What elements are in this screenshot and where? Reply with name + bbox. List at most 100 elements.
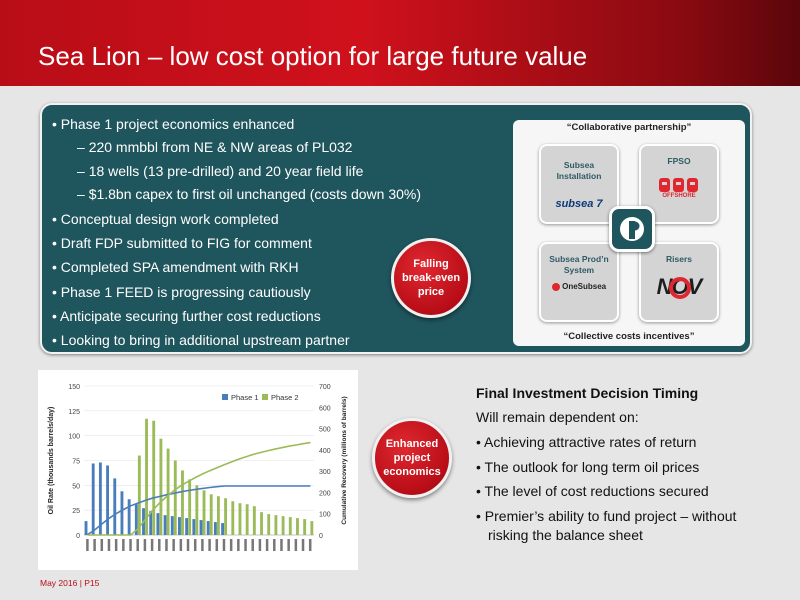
y-tick-label: 75	[72, 459, 80, 466]
nov-red-ring-icon	[669, 277, 691, 299]
bar-phase-2	[281, 516, 285, 535]
bar-phase-2	[224, 498, 228, 535]
bar-phase-1	[149, 511, 153, 535]
production-chart-svg: 0 25 50 75 100 125 150 0 100 200 300 400 500 600 700 Oi…	[48, 384, 348, 551]
x-tick-label	[165, 539, 168, 551]
slide-title: Sea Lion – low cost option for large fut…	[38, 41, 588, 71]
bar-phase-1	[178, 517, 181, 535]
x-tick-label	[107, 539, 111, 551]
bullet-marker: •	[476, 459, 485, 475]
falling-break-even-label: Falling break-even price	[401, 258, 461, 298]
partnership-panel: “Collaborative partnership” “Collective …	[513, 120, 745, 346]
y-tick-label: 150	[68, 384, 80, 391]
bullet-item: • Anticipate securing further cost reduc…	[52, 308, 321, 324]
bar-phase-2	[137, 455, 141, 535]
x-tick-label	[158, 539, 161, 551]
x-tick-label	[122, 539, 125, 551]
bar-phase-1	[127, 499, 131, 535]
fid-heading: Final Investment Decision Timing	[476, 385, 699, 401]
enhanced-economics-badge: Enhanced project economics	[372, 418, 452, 498]
x-tick-label	[265, 539, 269, 551]
x-tick-label	[208, 539, 211, 551]
line-phase-1-cumulative	[87, 485, 311, 536]
x-tick-label	[86, 539, 89, 551]
y2-tick-label: 200	[319, 490, 331, 497]
bullet-text: Completed SPA amendment with RKH	[60, 259, 299, 275]
tile-subsea-production: Subsea Prod’n System OneSubsea	[539, 242, 619, 322]
bar-phase-1	[221, 523, 225, 535]
premier-mark-icon	[620, 217, 644, 241]
x-tick-label	[237, 539, 240, 551]
partnership-top-label: “Collaborative partnership”	[566, 122, 692, 133]
x-tick-label	[280, 539, 283, 551]
bar-phase-2	[145, 418, 148, 535]
x-tick-label	[201, 539, 204, 551]
bullet-item: • Draft FDP submitted to FIG for comment	[52, 235, 312, 251]
bar-phase-1	[206, 521, 210, 535]
onesubsea-logo: OneSubsea	[547, 282, 611, 296]
bullet-text: $1.8bn capex to first oil unchanged (cos…	[88, 186, 421, 202]
bar-phase-1	[106, 465, 110, 535]
x-tick-label	[172, 539, 175, 551]
y2-tick-label: 400	[319, 448, 331, 455]
line-phase-2-cumulative	[87, 441, 311, 536]
bar-phase-1	[98, 462, 102, 535]
fid-bullet-item: • Premier’s ability to fund project – wi…	[476, 507, 758, 545]
bar-phase-1	[91, 463, 95, 535]
x-tick-label	[129, 539, 132, 551]
x-tick-label	[93, 539, 96, 551]
bullet-marker: •	[52, 235, 61, 251]
bar-phase-2	[166, 448, 170, 535]
onesubsea-dot-icon	[551, 282, 560, 291]
fid-bullet-item: • Achieving attractive rates of return	[476, 433, 758, 452]
y-tick-label: 100	[68, 434, 80, 441]
bullet-marker: •	[476, 483, 485, 499]
bar-phase-2	[303, 519, 307, 535]
header-banner: Sea Lion – low cost option for large fut…	[0, 0, 800, 86]
x-tick-label	[143, 539, 147, 551]
x-tick-label	[222, 539, 226, 551]
bullet-item: • Phase 1 FEED is progressing cautiously	[52, 284, 311, 300]
bar-phase-1	[192, 519, 196, 535]
bar-phase-2	[252, 506, 256, 535]
bar-phase-2	[238, 503, 242, 535]
x-tick-label	[114, 539, 118, 551]
tile-label: Subsea Installation	[556, 160, 602, 181]
bullet-marker: •	[52, 116, 61, 132]
bullet-text: Looking to bring in additional upstream …	[60, 332, 350, 348]
bar-phase-1	[185, 518, 189, 535]
x-tick-label	[136, 539, 139, 551]
dash-marker: –	[77, 163, 89, 179]
x-tick-label	[273, 539, 276, 551]
legend-swatch-phase-2	[262, 394, 268, 400]
y2-axis-title: Cumulative Recovery (millions of barrels…	[341, 396, 348, 524]
falling-break-even-badge: Falling break-even price	[391, 238, 471, 318]
x-tick-label	[287, 539, 290, 551]
bar-phase-2	[159, 438, 163, 535]
bar-phase-2	[209, 494, 213, 535]
bullet-marker: •	[52, 259, 61, 275]
x-tick-label	[258, 539, 262, 551]
bullet-text: Phase 1 FEED is progressing cautiously	[60, 284, 311, 300]
bar-phase-1	[156, 513, 160, 535]
bar-phase-2	[260, 512, 263, 535]
y2-tick-label: 500	[319, 427, 331, 434]
production-chart: 0 25 50 75 100 125 150 0 100 200 300 400 500 600 700 Oi…	[38, 370, 358, 570]
bar-phase-2	[245, 504, 249, 535]
partnership-bottom-label: “Collective costs incentives”	[563, 331, 695, 342]
legend-swatch-phase-1	[222, 394, 228, 400]
y-tick-label: 125	[68, 409, 80, 416]
x-tick-label	[301, 539, 305, 551]
bar-phase-2	[288, 517, 292, 535]
bar-phase-2	[267, 514, 271, 535]
enhanced-economics-label: Enhanced project economics	[383, 438, 441, 478]
y2-tick-label: 100	[319, 512, 331, 519]
bullet-text: Conceptual design work completed	[60, 211, 279, 227]
x-tick-label	[294, 539, 298, 551]
y2-tick-label: 0	[319, 533, 323, 540]
y-tick-label: 0	[76, 533, 80, 540]
x-tick-label	[251, 539, 254, 551]
sub-bullet-item: – $1.8bn capex to first oil unchanged (c…	[77, 186, 421, 202]
fid-bullet-text: Achieving attractive rates of return	[484, 434, 697, 450]
y-tick-label: 25	[72, 508, 80, 515]
